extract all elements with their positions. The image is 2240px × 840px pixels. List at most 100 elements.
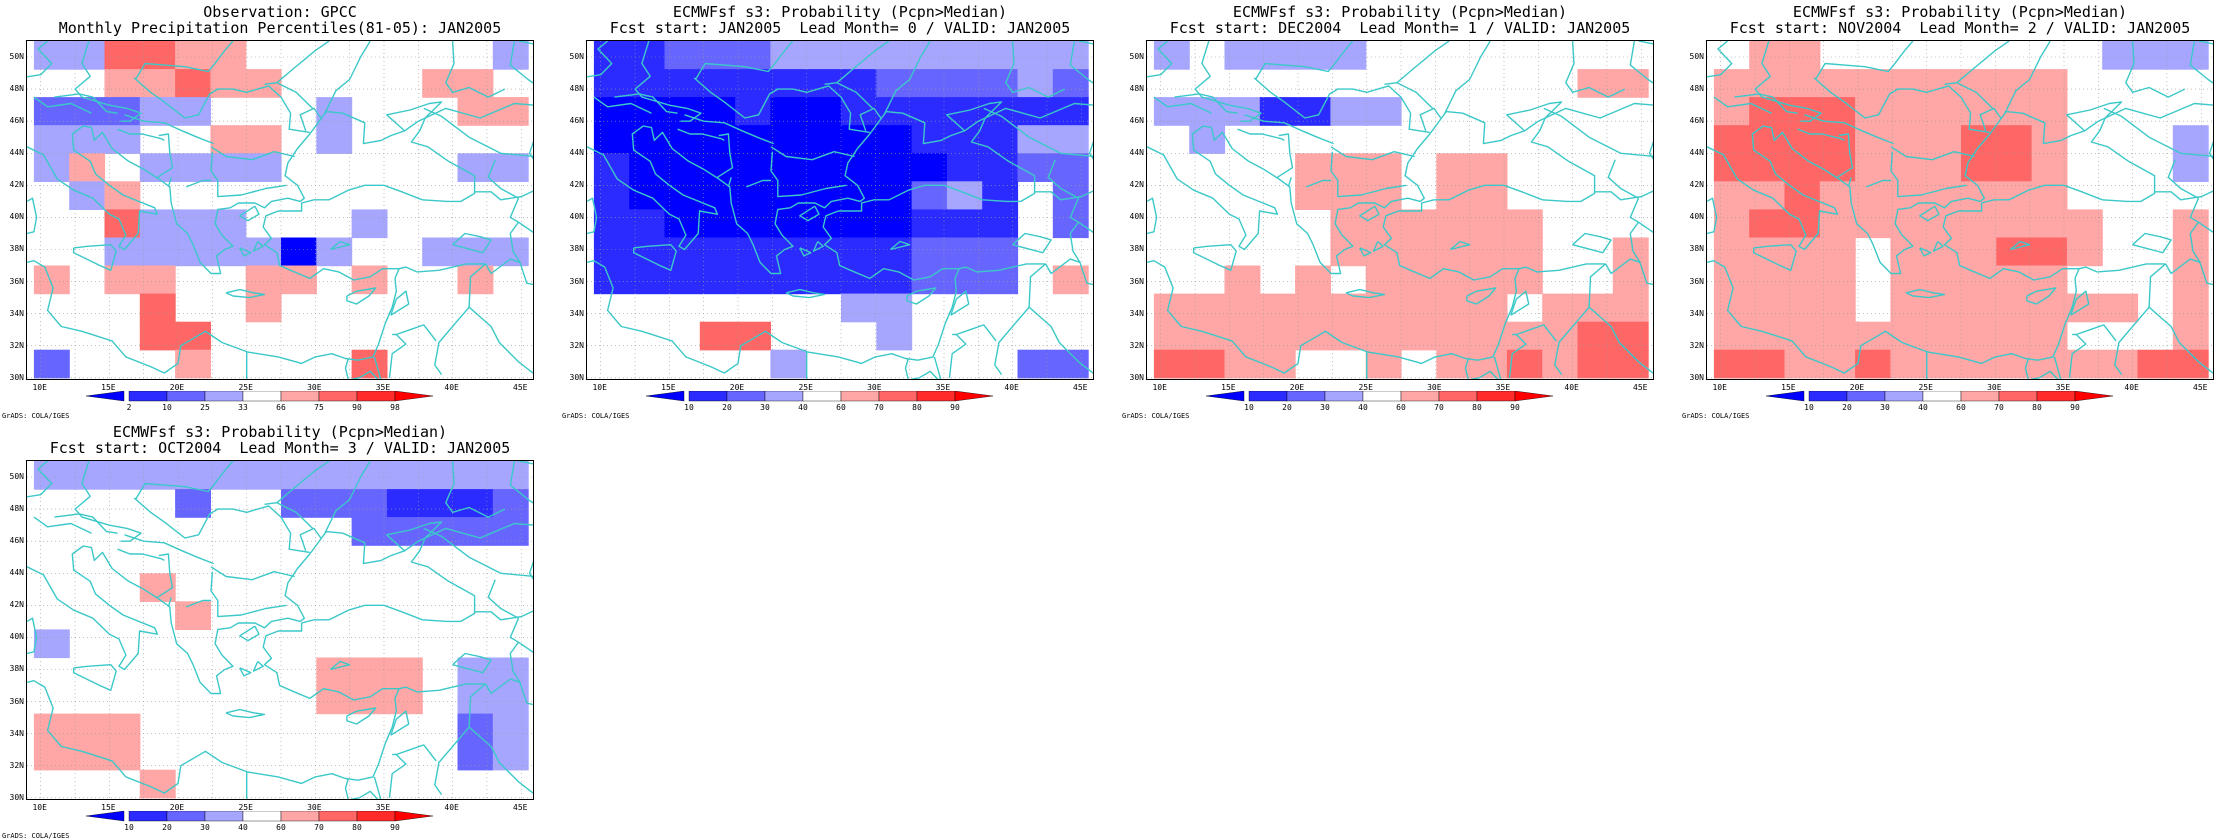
grid-cell xyxy=(1401,265,1437,295)
coastline xyxy=(1396,41,1450,84)
coastline xyxy=(2068,334,2087,378)
coastline xyxy=(2070,290,2090,316)
coastline xyxy=(1866,179,1891,188)
coastline xyxy=(329,660,351,671)
grid-cell xyxy=(1961,209,1997,239)
grid-cell xyxy=(1961,69,1997,98)
longitude-label: 25E xyxy=(798,383,813,392)
coastline xyxy=(1005,41,1066,98)
grid-cell xyxy=(1153,293,1190,323)
latitude-label: 32N xyxy=(1689,340,1704,350)
coastline xyxy=(1629,221,1653,286)
grid-cell xyxy=(2031,97,2068,126)
grid-cell xyxy=(33,125,70,154)
longitude-label: 25E xyxy=(238,383,253,392)
grid-cell xyxy=(699,237,736,267)
coastline xyxy=(1588,263,1653,374)
coastline xyxy=(124,114,214,145)
grid-cell xyxy=(1890,125,1927,154)
coastline xyxy=(933,356,942,379)
grid-cell xyxy=(457,685,494,715)
colorbar-swatch xyxy=(1362,391,1402,402)
grid-cell xyxy=(1925,153,1962,182)
coastline xyxy=(1464,358,1469,379)
coastline xyxy=(186,179,211,188)
grid-cell xyxy=(805,181,842,210)
colorbar-tick-label: 70 xyxy=(1434,403,1444,412)
grid-cell xyxy=(770,97,807,126)
grid-cell xyxy=(1784,293,1821,323)
coastline xyxy=(1078,41,1093,45)
coastline xyxy=(2030,370,2059,379)
latitude-label: 40N xyxy=(9,632,24,642)
map-canvas xyxy=(27,461,533,799)
coastline xyxy=(468,263,533,374)
colorbar-swatch xyxy=(1846,391,1886,402)
grid-cell xyxy=(1612,237,1649,267)
latitude-label: 30N xyxy=(1689,372,1704,382)
grid-cell xyxy=(386,685,423,715)
longitude-label: 35E xyxy=(375,803,391,812)
grid-cell xyxy=(457,489,494,518)
map-canvas xyxy=(587,41,1093,379)
colorbar-swatch xyxy=(318,811,358,822)
colorbar xyxy=(646,391,994,402)
grid-cell xyxy=(1996,153,2033,182)
longitude-label: 20E xyxy=(1289,383,1305,392)
grid-cell xyxy=(316,237,353,267)
coastline xyxy=(27,101,476,374)
coastline xyxy=(1890,151,1967,198)
grid-cell xyxy=(805,41,842,70)
coastline xyxy=(1797,128,1845,142)
grid-cell xyxy=(1153,349,1190,379)
coastline xyxy=(677,128,725,142)
grid-cell xyxy=(492,237,529,267)
longitude-label: 15E xyxy=(101,803,116,812)
colorbar-swatch xyxy=(166,811,206,822)
coastline xyxy=(216,85,310,134)
grid-cell xyxy=(33,741,70,771)
longitude-label: 15E xyxy=(1221,383,1236,392)
grid-cell xyxy=(386,657,423,687)
grid-cell xyxy=(2102,41,2139,70)
latitude-label: 36N xyxy=(9,696,24,706)
colorbar-tick-label: 33 xyxy=(238,403,248,412)
coastline xyxy=(1069,197,1093,233)
coastline xyxy=(2148,263,2213,374)
coastline xyxy=(210,146,295,161)
coastline xyxy=(2189,197,2213,233)
grid-cell xyxy=(699,265,736,295)
coastline xyxy=(1147,41,1173,78)
colorbar-tick-label: 30 xyxy=(200,823,210,832)
coastline xyxy=(2053,356,2062,379)
grid-cell xyxy=(805,265,842,295)
coastline xyxy=(1554,306,1590,376)
grid-cell xyxy=(1819,265,1856,295)
grid-cell xyxy=(1784,321,1821,351)
coastline xyxy=(1512,324,1557,342)
grid-cell xyxy=(982,237,1019,267)
grid-cell xyxy=(245,153,282,182)
grid-cell xyxy=(1365,321,1402,351)
map-area xyxy=(26,460,534,800)
coastline xyxy=(1088,140,1093,160)
grid-cell xyxy=(770,349,807,379)
coastline xyxy=(1306,179,1331,188)
coastline xyxy=(27,41,53,78)
latitude-label: 42N xyxy=(1689,180,1704,190)
grid-cell xyxy=(139,293,176,323)
grid-cell xyxy=(33,629,70,659)
grid-cell xyxy=(664,237,701,267)
coastline xyxy=(1012,232,1052,254)
coastline xyxy=(1069,221,1093,286)
grid-cell xyxy=(1189,321,1226,351)
latitude-label: 44N xyxy=(1129,148,1144,158)
grid-cell xyxy=(1890,97,1927,126)
coastline xyxy=(1193,243,1237,272)
latitude-label: 40N xyxy=(1129,212,1144,222)
latitude-label: 48N xyxy=(9,504,24,514)
grid-cell xyxy=(1996,97,2033,126)
grid-cell xyxy=(281,265,317,295)
grid-cell xyxy=(1890,321,1927,351)
latitude-label: 40N xyxy=(569,212,584,222)
